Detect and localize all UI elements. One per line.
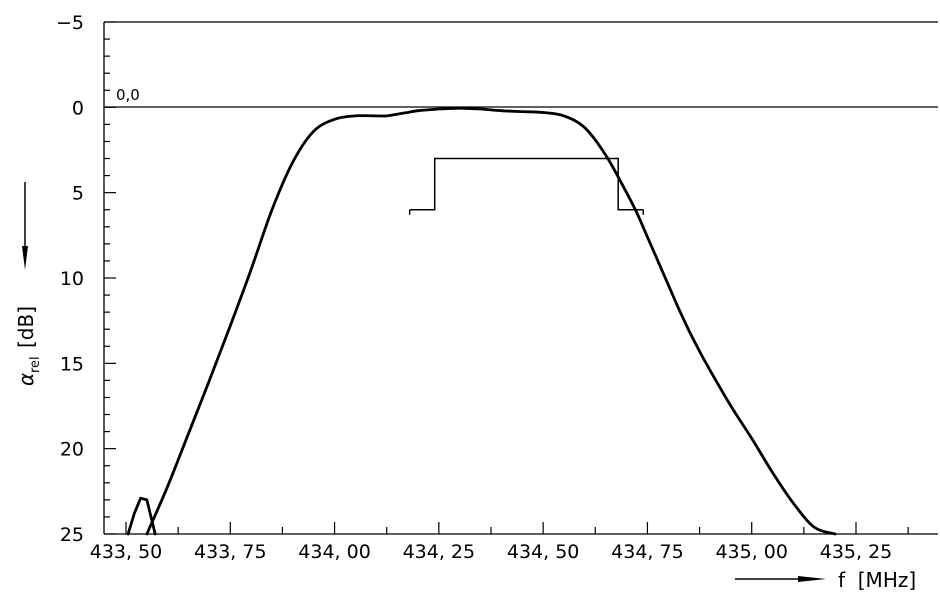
y-tick-label: 10 [60, 268, 84, 290]
y-tick-label: −5 [56, 12, 84, 34]
x-tick-label: 434, 75 [611, 541, 684, 563]
y-tick-label: 15 [60, 353, 84, 375]
x-tick-label: 433, 50 [90, 541, 163, 563]
y-axis-label: α rel [dB] [14, 306, 43, 386]
x-axis-label: f [MHz] [838, 568, 916, 592]
y-axis-label-symbol: α [14, 373, 38, 386]
x-axis-ticks [125, 522, 909, 534]
y-tick-label: 0 [72, 97, 84, 119]
attenuation-curve-line [145, 106, 837, 536]
y-axis-ticks [104, 21, 116, 535]
y-axis-label-subscript: rel [28, 356, 43, 373]
x-tick-label: 435, 00 [715, 541, 788, 563]
x-tick-label: 434, 25 [403, 541, 476, 563]
spurious-response-line [126, 496, 157, 536]
x-tick-label: 435, 25 [820, 541, 893, 563]
tolerance-mask-end-ticks [408, 209, 645, 215]
y-tick-label: 5 [72, 183, 84, 205]
x-axis-direction-arrow [735, 576, 826, 582]
x-tick-label: 434, 00 [298, 541, 371, 563]
x-tick-label: 434, 50 [507, 541, 580, 563]
y-tick-label: 25 [60, 524, 84, 546]
tolerance-mask-line [409, 157, 644, 211]
y-axis-label-unit: [dB] [14, 306, 38, 348]
zero-reference-label: 0,0 [116, 86, 140, 104]
x-axis-tick-labels: 433, 50 433, 75 434, 00 434, 25 434, 50 434, … [90, 541, 893, 563]
y-tick-label: 20 [60, 439, 84, 461]
x-tick-label: 433, 75 [194, 541, 267, 563]
y-axis-direction-arrow [22, 182, 28, 270]
y-axis-tick-labels: −5 0 5 10 15 20 25 [56, 12, 84, 546]
